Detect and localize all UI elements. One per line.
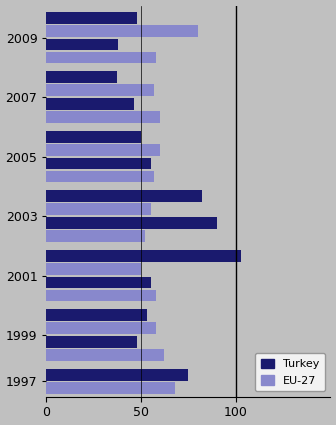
Bar	[46, 263, 141, 275]
Bar	[46, 382, 175, 394]
Bar	[46, 203, 151, 215]
Bar	[46, 111, 160, 123]
Bar	[46, 39, 118, 51]
Bar	[46, 349, 164, 361]
Bar	[46, 98, 133, 110]
Bar	[46, 170, 154, 182]
Bar	[46, 52, 156, 63]
Bar	[46, 12, 137, 24]
Bar	[46, 230, 145, 242]
Bar	[46, 25, 198, 37]
Legend: Turkey, EU-27: Turkey, EU-27	[255, 353, 325, 391]
Bar	[46, 84, 154, 96]
Bar	[46, 190, 202, 202]
Bar	[46, 217, 217, 229]
Bar	[46, 158, 151, 170]
Bar	[46, 289, 156, 301]
Bar	[46, 369, 188, 380]
Bar	[46, 131, 141, 143]
Bar	[46, 322, 156, 334]
Bar	[46, 144, 160, 156]
Bar	[46, 309, 147, 321]
Bar	[46, 250, 242, 261]
Bar	[46, 277, 151, 288]
Bar	[46, 336, 137, 348]
Bar	[46, 71, 117, 83]
